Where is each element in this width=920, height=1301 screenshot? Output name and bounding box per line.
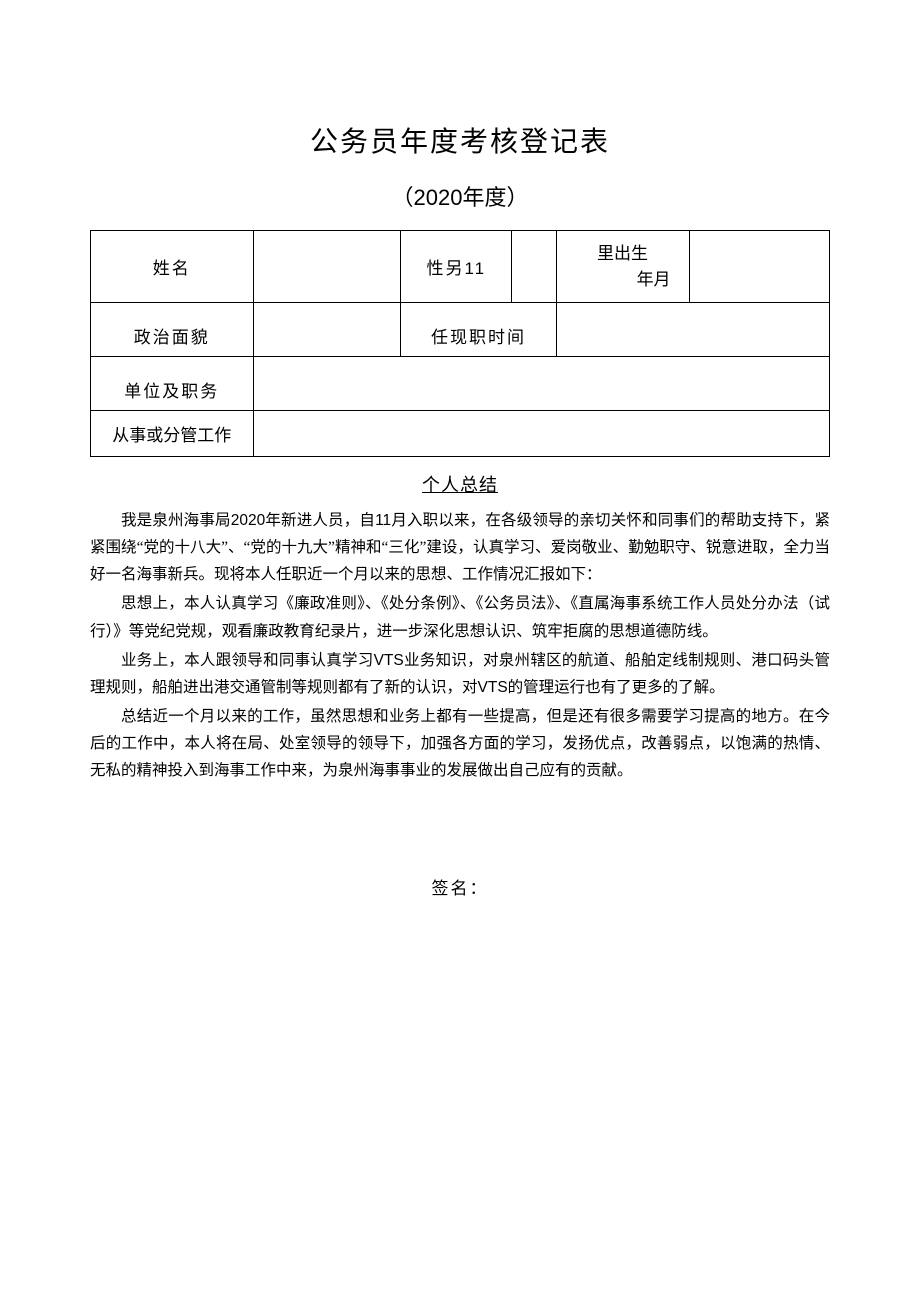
label-gender: 性另11 [401,231,512,303]
label-birth: 里出生 年月 [556,231,689,303]
label-name: 姓名 [91,231,254,303]
value-jobtime [556,303,829,357]
table-row: 姓名 性另11 里出生 年月 [91,231,830,303]
subtitle-prefix: （ [392,185,414,210]
summary-heading: 个人总结 [90,471,830,497]
value-unit [253,357,829,411]
p1-b: 2020 [231,512,265,529]
value-gender [512,231,556,303]
value-political [253,303,401,357]
summary-p4: 总结近一个月以来的工作，虽然思想和业务上都有一些提高，但是还有很多需要学习提高的… [90,703,830,784]
p3-d: VTS [478,679,508,696]
label-work: 从事或分管工作 [91,411,254,457]
document-title: 公务员年度考核登记表 [90,120,830,160]
subtitle-year: 2020 [414,185,463,210]
p3-b: VTS [374,652,404,669]
label-jobtime: 任现职时间 [401,303,556,357]
p3-a: 业务上，本人跟领导和同事认真学习 [121,652,374,669]
gender-text: 性另 [426,259,464,278]
p1-c: 年新进人员，自 [265,512,375,529]
summary-p2: 思想上，本人认真学习《廉政准则》、《处分条例》、《公务员法》、《直属海事系统工作… [90,590,830,644]
label-political: 政治面貌 [91,303,254,357]
table-row: 单位及职务 [91,357,830,411]
birth-line2: 年月 [563,267,683,293]
summary-body: 我是泉州海事局2020年新进人员，自11月入职以来，在各级领导的亲切关怀和同事们… [90,507,830,784]
value-birth [689,231,829,303]
p3-e: 的管理运行也有了更多的了解。 [508,679,725,696]
value-work [253,411,829,457]
subtitle-suffix: 年度） [462,185,528,210]
p1-a: 我是泉州海事局 [121,512,231,529]
summary-p3: 业务上，本人跟领导和同事认真学习VTS业务知识，对泉州辖区的航道、船舶定线制规则… [90,647,830,701]
document-subtitle: （2020年度） [90,180,830,212]
signature-label: 签名： [90,874,830,899]
table-row: 政治面貌 任现职时间 [91,303,830,357]
p1-d: 11 [375,512,391,529]
info-table: 姓名 性另11 里出生 年月 政治面貌 任现职时间 单位及职务 从事或分管工作 [90,230,830,457]
table-row: 从事或分管工作 [91,411,830,457]
value-name [253,231,401,303]
birth-line1: 里出生 [597,244,648,263]
label-unit: 单位及职务 [91,357,254,411]
summary-p1: 我是泉州海事局2020年新进人员，自11月入职以来，在各级领导的亲切关怀和同事们… [90,507,830,588]
gender-suffix: 11 [464,259,486,278]
